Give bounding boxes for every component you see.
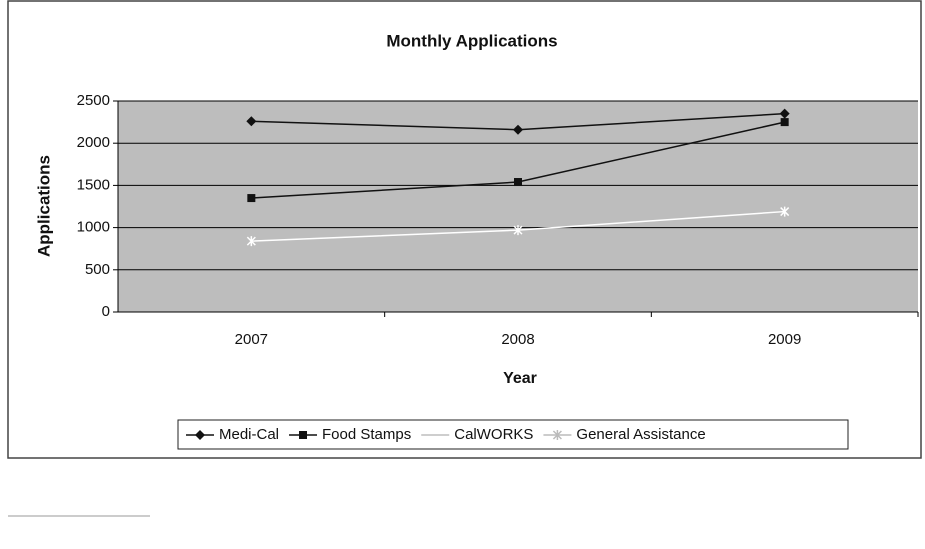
marker xyxy=(513,225,523,236)
marker xyxy=(195,430,205,440)
legend-label: CalWORKS xyxy=(454,426,533,443)
y-tick-label: 2500 xyxy=(77,92,110,109)
y-tick-label: 0 xyxy=(102,303,110,320)
legend-label: Medi-Cal xyxy=(219,426,279,443)
legend-label: General Assistance xyxy=(576,426,705,443)
marker xyxy=(246,236,256,247)
y-tick-label: 2000 xyxy=(77,134,110,151)
marker xyxy=(514,178,522,187)
legend-label: Food Stamps xyxy=(322,426,411,443)
y-tick-label: 1500 xyxy=(77,176,110,193)
plot-area xyxy=(118,101,918,312)
y-axis-label: Applications xyxy=(34,155,53,257)
x-tick-label: 2009 xyxy=(768,331,801,348)
marker xyxy=(780,206,790,217)
x-axis-label: Year xyxy=(503,370,537,387)
chart-title: Monthly Applications xyxy=(386,31,557,50)
y-tick-label: 1000 xyxy=(77,219,110,236)
x-tick-label: 2007 xyxy=(235,331,268,348)
marker xyxy=(780,118,789,127)
marker xyxy=(246,116,257,127)
marker xyxy=(299,431,308,439)
marker xyxy=(779,108,790,119)
marker xyxy=(552,430,562,440)
x-tick-label: 2008 xyxy=(501,331,534,348)
y-tick-label: 500 xyxy=(85,261,110,278)
marker xyxy=(247,194,256,203)
marker xyxy=(513,124,523,135)
